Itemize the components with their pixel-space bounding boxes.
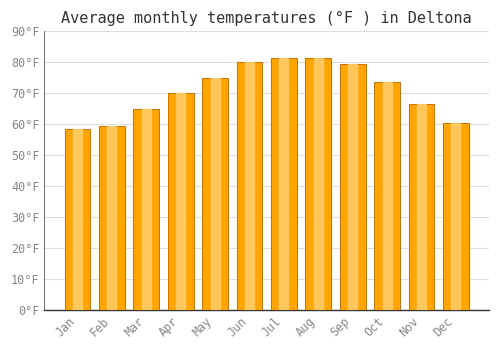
Bar xyxy=(73,129,82,310)
Bar xyxy=(134,109,159,310)
Bar xyxy=(168,93,194,310)
Bar xyxy=(417,104,426,310)
Bar xyxy=(210,78,220,310)
Bar xyxy=(64,129,90,310)
Bar xyxy=(348,64,357,310)
Bar xyxy=(142,109,151,310)
Bar xyxy=(443,122,468,310)
Bar xyxy=(108,126,116,310)
Bar xyxy=(202,78,228,310)
Bar xyxy=(452,122,460,310)
Title: Average monthly temperatures (°F ) in Deltona: Average monthly temperatures (°F ) in De… xyxy=(62,11,472,26)
Bar xyxy=(306,58,331,310)
Bar xyxy=(314,58,323,310)
Bar xyxy=(236,62,262,310)
Bar xyxy=(176,93,185,310)
Bar xyxy=(280,58,288,310)
Bar xyxy=(245,62,254,310)
Bar xyxy=(408,104,434,310)
Bar xyxy=(374,83,400,310)
Bar xyxy=(271,58,297,310)
Bar xyxy=(382,83,392,310)
Bar xyxy=(99,126,125,310)
Bar xyxy=(340,64,365,310)
